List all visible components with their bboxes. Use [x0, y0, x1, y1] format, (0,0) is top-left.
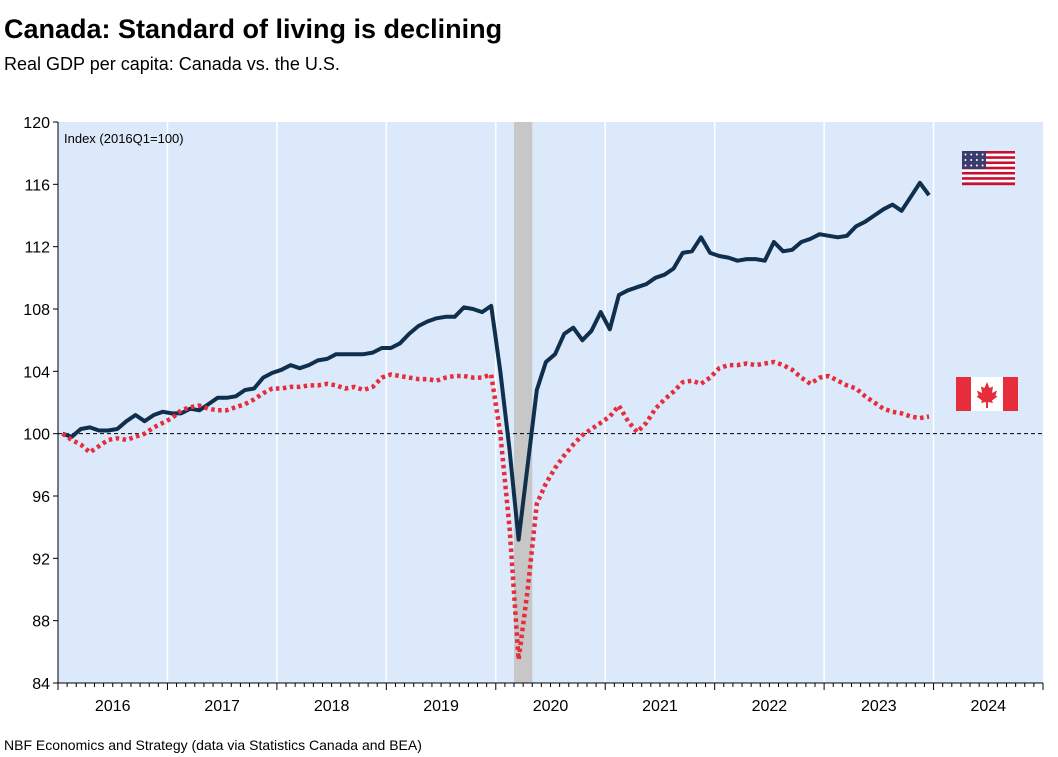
y-tick-label: 96 — [32, 489, 50, 506]
series-line-united-states — [61, 180, 931, 542]
flag-stripe — [962, 153, 1015, 157]
flag-stripe — [962, 161, 1015, 165]
y-tick-label: 92 — [32, 551, 50, 568]
flag-stripe — [962, 171, 1015, 175]
flag-band-left — [956, 377, 971, 411]
flag-star — [981, 159, 984, 161]
maple-leaf-icon — [976, 382, 998, 408]
y-tick-label: 84 — [32, 676, 50, 693]
x-tick-label: 2019 — [423, 698, 459, 715]
flag-star — [975, 159, 978, 161]
series-line-canada — [61, 359, 930, 662]
flag-star — [964, 159, 967, 161]
x-tick-label: 2017 — [204, 698, 240, 715]
y-tick-label: 88 — [32, 614, 50, 631]
x-tick-label: 2020 — [533, 698, 569, 715]
y-tick-label: 100 — [23, 427, 50, 444]
flag-stripe — [962, 179, 1015, 183]
x-tick-label: 2016 — [95, 698, 131, 715]
x-tick-label: 2023 — [861, 698, 897, 715]
us-flag-icon — [962, 151, 1015, 186]
flag-stripe — [962, 156, 1015, 160]
x-tick-label: 2022 — [752, 698, 788, 715]
flag-stripe — [962, 177, 1015, 180]
x-tick-label: 2018 — [314, 698, 350, 715]
flag-stripe — [962, 174, 1015, 178]
y-tick-label: 104 — [23, 364, 50, 381]
flag-stripe — [962, 182, 1015, 186]
flag-star — [964, 153, 967, 156]
flag-star — [964, 164, 967, 167]
canada-flag-icon — [956, 377, 1018, 411]
chart-subtitle: Real GDP per capita: Canada vs. the U.S. — [4, 54, 340, 74]
flag-star — [975, 153, 978, 156]
y-tick-label: 120 — [23, 115, 50, 132]
flag-stripe — [962, 166, 1015, 170]
legend — [956, 151, 1018, 411]
flag-canton — [962, 151, 986, 169]
chart-title: Canada: Standard of living is declining — [4, 14, 503, 44]
flag-star — [970, 153, 973, 156]
flag-stripe — [962, 164, 1015, 167]
flag-stripe — [962, 151, 1015, 154]
flag-star — [970, 159, 973, 161]
y-tick-label: 116 — [24, 177, 50, 194]
plot-area — [58, 122, 1043, 683]
flag-star — [975, 164, 978, 167]
x-tick-label: 2021 — [642, 698, 678, 715]
flag-band-right — [1003, 377, 1018, 411]
series-lines — [61, 180, 931, 662]
source-note: NBF Economics and Strategy (data via Sta… — [4, 737, 422, 753]
y-tick-label: 112 — [24, 240, 50, 257]
flag-star — [981, 153, 984, 156]
y-tick-label: 108 — [23, 302, 50, 319]
flag-stripe — [962, 158, 1015, 162]
flag-stripe — [962, 169, 1015, 173]
index-annotation: Index (2016Q1=100) — [64, 131, 184, 146]
recession-band — [514, 122, 533, 683]
x-tick-label: 2024 — [970, 698, 1006, 715]
axes: 84 88 92 96 100 104 108 112 116 120 2016 2017 2018 20… — [23, 115, 1044, 715]
flag-star — [981, 164, 984, 167]
flag-star — [970, 164, 973, 167]
